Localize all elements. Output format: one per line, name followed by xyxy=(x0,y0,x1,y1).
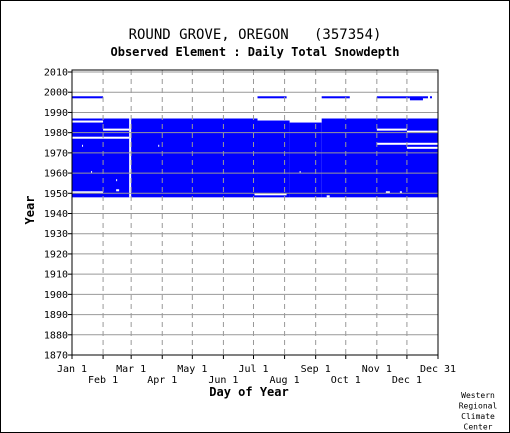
y-axis-title: Year xyxy=(23,196,37,225)
observation-block xyxy=(376,96,410,99)
x-tick-label: Dec 1 xyxy=(392,375,422,386)
credit-line: Climate xyxy=(461,412,495,421)
missing-gap xyxy=(326,195,330,198)
missing-gap xyxy=(399,191,402,194)
x-tick-label: Apr 1 xyxy=(147,375,177,386)
y-tick-label: 1910 xyxy=(44,270,68,281)
observation-block xyxy=(321,96,350,99)
missing-gap xyxy=(254,193,287,196)
observation-block xyxy=(257,120,290,198)
x-tick-label: Jul 1 xyxy=(238,364,268,375)
observation-block xyxy=(422,96,428,99)
x-tick-label: May 1 xyxy=(177,364,207,375)
x-tick-label: Feb 1 xyxy=(88,375,118,386)
missing-gap xyxy=(103,136,130,139)
y-tick-label: 1870 xyxy=(44,351,68,362)
observation-block xyxy=(72,118,258,198)
y-tick-label: 1890 xyxy=(44,310,68,321)
missing-gap xyxy=(406,130,438,133)
y-tick-label: 1950 xyxy=(44,189,68,200)
missing-gaps xyxy=(72,118,438,198)
missing-gap xyxy=(103,128,130,131)
y-tick-label: 1980 xyxy=(44,128,68,139)
missing-gap xyxy=(385,191,390,194)
missing-gap xyxy=(91,171,93,174)
x-axis: Jan 1 Mar 1 May 1 Jul 1 Sep 1 Nov 1 Dec 31 Feb … xyxy=(57,355,456,386)
x-tick-label: Mar 1 xyxy=(116,364,146,375)
y-tick-label: 1990 xyxy=(44,108,68,119)
missing-gap xyxy=(406,142,438,145)
y-tick-label: 1880 xyxy=(44,330,68,341)
observation-blocks xyxy=(72,96,438,198)
observation-block xyxy=(289,122,322,198)
y-tick-label: 1960 xyxy=(44,169,68,180)
grid-lines xyxy=(72,70,438,355)
y-tick-label: 1930 xyxy=(44,229,68,240)
x-tick-label: Jun 1 xyxy=(208,375,238,386)
y-axis: 1870 1880 1890 1900 1910 1920 1930 1940 1950 1960… xyxy=(44,68,72,362)
x-tick-label: Nov 1 xyxy=(362,364,392,375)
missing-gap xyxy=(72,191,104,194)
missing-gap xyxy=(129,118,132,198)
credit-line: Western xyxy=(461,391,495,400)
x-tick-label: Sep 1 xyxy=(301,364,331,375)
chart-title: ROUND GROVE, OREGON (357354) xyxy=(129,27,382,43)
x-tick-label: Dec 31 xyxy=(420,364,456,375)
y-tick-label: 1970 xyxy=(44,148,68,159)
observation-block xyxy=(257,96,287,99)
observation-block xyxy=(409,96,423,101)
x-tick-label: Oct 1 xyxy=(331,375,361,386)
y-tick-label: 2010 xyxy=(44,68,68,79)
x-axis-title: Day of Year xyxy=(209,385,288,399)
missing-gap xyxy=(72,136,104,139)
missing-gap xyxy=(376,142,407,145)
missing-gap xyxy=(406,146,438,149)
missing-gap xyxy=(116,179,118,182)
observation-block xyxy=(72,96,104,99)
missing-gap xyxy=(376,128,407,131)
missing-gap xyxy=(299,171,301,174)
y-tick-label: 1920 xyxy=(44,249,68,260)
x-tick-label: Jan 1 xyxy=(57,364,87,375)
missing-gap xyxy=(82,144,84,147)
y-tick-label: 2000 xyxy=(44,88,68,99)
observation-block xyxy=(429,96,432,99)
credit-line: Regional xyxy=(459,402,498,411)
plot-frame xyxy=(71,69,439,356)
y-tick-label: 1900 xyxy=(44,290,68,301)
y-tick-label: 1940 xyxy=(44,209,68,220)
missing-gap xyxy=(72,120,104,123)
missing-gap xyxy=(116,189,120,192)
chart-subtitle: Observed Element : Daily Total Snowdepth xyxy=(111,45,400,59)
missing-gap xyxy=(158,144,160,147)
x-tick-label: Aug 1 xyxy=(270,375,300,386)
credit-line: Center xyxy=(464,423,493,432)
